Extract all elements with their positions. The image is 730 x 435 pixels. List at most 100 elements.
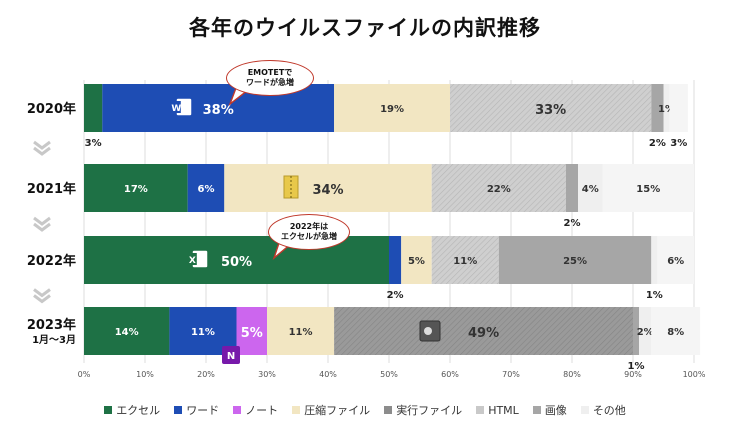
data-label: 14% — [115, 327, 139, 338]
legend-swatch — [532, 406, 541, 414]
data-label: 1% — [628, 361, 645, 372]
bar-segment — [663, 84, 670, 132]
bar-segment — [334, 307, 633, 355]
x-tick-label: 40% — [319, 370, 337, 379]
legend-swatch — [292, 406, 301, 414]
legend-item: その他 — [580, 402, 626, 418]
data-label: 33% — [535, 103, 566, 118]
data-label: 5% — [241, 326, 263, 341]
legend-item: ワード — [174, 402, 219, 418]
x-tick-label: 90% — [624, 370, 642, 379]
word-icon: W — [171, 97, 193, 117]
data-label: 50% — [221, 255, 252, 270]
bar-segment — [267, 307, 335, 355]
chevron-down-icon — [33, 216, 51, 226]
legend-swatch — [384, 406, 393, 414]
x-tick-label: 80% — [563, 370, 581, 379]
bar-segment — [401, 236, 432, 284]
chevron-down-icon — [33, 294, 51, 304]
data-label: 6% — [667, 256, 684, 267]
bar-segment — [224, 164, 432, 212]
x-tick-label: 0% — [78, 370, 91, 379]
legend-swatch — [174, 406, 183, 414]
data-label: 2% — [564, 218, 581, 229]
data-label: 2% — [637, 327, 654, 338]
archive-icon-body — [283, 175, 299, 199]
data-label: 1% — [658, 104, 675, 115]
chart-legend: エクセル ワード ノート 圧縮ファイル 実行ファイル HTML 画像 その他 — [0, 402, 730, 418]
legend-label: 画像 — [544, 404, 567, 417]
word-icon-badge — [172, 101, 181, 113]
bar-segment — [669, 84, 688, 132]
legend-label: エクセル — [116, 404, 161, 417]
legend-label: 実行ファイル — [396, 404, 463, 417]
category-label: 2022年 — [27, 253, 76, 269]
bar-segment — [639, 307, 652, 355]
data-label: 49% — [468, 326, 499, 341]
legend-item: 画像 — [532, 402, 567, 418]
bar-segment — [651, 236, 658, 284]
bar-segment — [236, 307, 267, 355]
bar-segment — [84, 164, 188, 212]
callout-word-surge: EMOTETで ワードが急増 — [226, 60, 314, 96]
data-label: 22% — [487, 184, 511, 195]
bar-segment — [651, 84, 664, 132]
bar-segment — [187, 164, 225, 212]
bar-segment — [431, 236, 499, 284]
callout-text: EMOTETで ワードが急増 — [246, 68, 294, 87]
data-label: 3% — [670, 138, 687, 149]
executable-icon — [419, 320, 441, 342]
onenote-icon-body — [222, 346, 240, 364]
data-label: 17% — [124, 184, 148, 195]
onenote-icon-letter: N — [227, 351, 235, 362]
x-tick-label: 60% — [441, 370, 459, 379]
bar-segment — [633, 307, 640, 355]
excel-icon: X — [188, 249, 209, 269]
data-label: 3% — [85, 138, 102, 149]
category-label: 2023年 — [27, 317, 76, 333]
excel-icon-letter: X — [189, 256, 196, 266]
legend-item: 実行ファイル — [384, 402, 462, 418]
data-label: 11% — [453, 256, 477, 267]
bar-segment — [431, 164, 566, 212]
legend-label: 圧縮ファイル — [304, 404, 371, 417]
bar-segment — [334, 84, 450, 132]
data-label: 15% — [636, 184, 660, 195]
x-tick-label: 30% — [258, 370, 276, 379]
chevron-down-icon — [33, 288, 51, 298]
data-label: 11% — [191, 327, 215, 338]
bar-segment — [389, 236, 402, 284]
bar-segment — [602, 164, 694, 212]
bar-segment — [651, 307, 701, 355]
category-label: 2021年 — [27, 181, 76, 197]
x-tick-label: 70% — [502, 370, 520, 379]
archive-icon — [283, 175, 299, 199]
data-label: 19% — [380, 104, 404, 115]
bar-segment — [84, 84, 103, 132]
data-label: 25% — [563, 256, 587, 267]
legend-item: 圧縮ファイル — [292, 402, 370, 418]
bar-segment — [565, 164, 579, 212]
legend-swatch — [233, 406, 242, 414]
data-label: 38% — [203, 103, 234, 118]
legend-label: ノート — [245, 404, 279, 417]
x-tick-label: 10% — [136, 370, 154, 379]
bar-segment — [450, 84, 652, 132]
data-label: 34% — [312, 183, 343, 198]
category-label: 2020年 — [27, 101, 76, 117]
bar-segment — [578, 164, 603, 212]
legend-item: エクセル — [104, 402, 160, 418]
bar-segment — [498, 236, 652, 284]
chevron-down-icon — [33, 146, 51, 156]
bar-segment — [84, 307, 170, 355]
chart-title: 各年のウイルスファイルの内訳推移 — [189, 16, 541, 40]
legend-swatch — [104, 406, 113, 414]
legend-swatch — [580, 406, 589, 414]
data-label: 2% — [649, 138, 666, 149]
bar-segment — [657, 236, 694, 284]
data-label: 1% — [646, 290, 663, 301]
chevron-down-icon — [33, 140, 51, 150]
legend-swatch — [476, 406, 485, 414]
legend-label: その他 — [592, 404, 626, 417]
callout-excel-surge: 2022年は エクセルが急増 — [268, 214, 350, 250]
